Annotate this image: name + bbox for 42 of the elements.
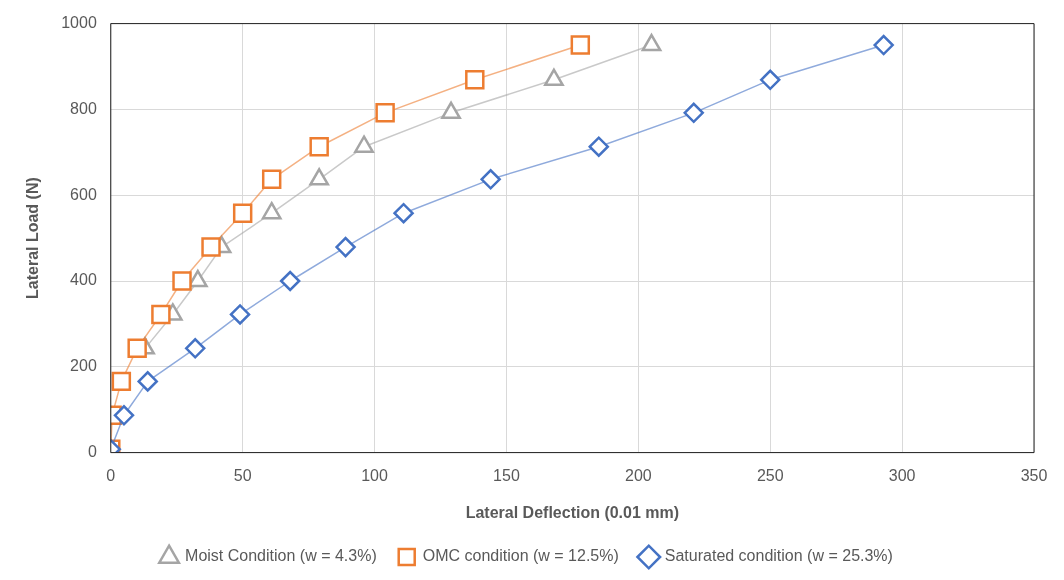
point — [279, 270, 301, 292]
point — [873, 34, 894, 56]
point — [229, 304, 251, 325]
y-tick-label: 0 — [87, 443, 97, 461]
point — [335, 236, 356, 258]
point — [570, 35, 591, 55]
point — [759, 69, 781, 91]
point — [137, 371, 158, 392]
x-tick-label: 0 — [106, 466, 116, 484]
point — [172, 271, 192, 291]
y-tick-label: 800 — [70, 99, 97, 117]
point — [184, 338, 206, 359]
y-tick-label: 200 — [70, 357, 97, 375]
point — [232, 203, 253, 223]
y-tick-label: 400 — [70, 271, 97, 289]
point — [480, 169, 501, 190]
point — [113, 405, 135, 426]
x-tick-label: 350 — [1020, 466, 1048, 484]
x-tick-label: 50 — [233, 466, 252, 484]
point — [683, 102, 704, 124]
point — [375, 103, 395, 123]
x-axis-title: Lateral Deflection (0.01 mm) — [465, 503, 680, 521]
legend-label: Moist Condition (w = 4.3%) — [185, 547, 377, 565]
x-tick-label: 300 — [888, 466, 916, 484]
legend-label: OMC condition (w = 12.5%) — [422, 547, 619, 565]
point — [588, 136, 610, 157]
legend-label: Saturated condition (w = 25.3%) — [664, 547, 893, 565]
x-tick-label: 250 — [756, 466, 784, 484]
point — [261, 169, 282, 190]
y-axis-title: Lateral Load (N) — [24, 177, 42, 299]
y-tick-label: 1000 — [61, 14, 97, 32]
point — [393, 202, 414, 224]
point — [201, 237, 221, 257]
x-tick-label: 100 — [361, 466, 389, 484]
y-tick-label: 600 — [70, 185, 97, 203]
point — [127, 338, 147, 359]
point — [309, 136, 329, 157]
point — [111, 371, 132, 392]
x-tick-label: 150 — [493, 466, 520, 484]
x-tick-label: 200 — [624, 466, 652, 484]
point — [465, 70, 485, 90]
point — [151, 304, 171, 325]
